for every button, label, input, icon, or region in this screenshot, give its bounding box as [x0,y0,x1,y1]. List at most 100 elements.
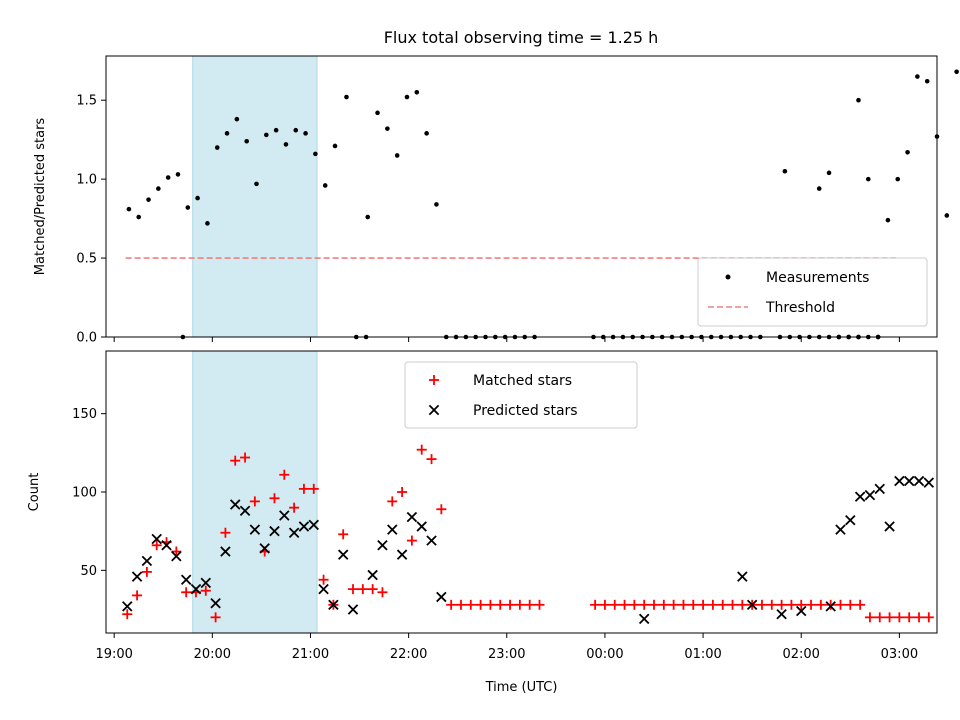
predicted-star-point [825,601,836,612]
measurement-point [424,131,429,136]
matched-star-point [835,599,846,610]
predicted-star-point [367,569,378,581]
matched-star-point [220,527,231,538]
matched-star-point [825,599,836,610]
matched-star-point [416,444,427,455]
predicted-star-point [835,524,846,535]
matched-star-point [181,587,192,598]
measurement-point [293,127,299,133]
measurement-point [954,69,959,75]
top-plot: 0.0 0.5 1.0 1.5 Matched/Predicted stars Mea… [33,55,959,346]
matched-star-point [465,599,476,610]
predicted-star-point [347,604,359,615]
matched-star-point [698,599,709,610]
matched-star-point [904,612,915,623]
measurement-point [156,186,161,191]
predicted-star-point [903,475,915,487]
predicted-star-point [894,475,905,487]
measurement-point [146,197,151,202]
measurement-point [126,206,132,212]
matched-star-point [884,612,895,623]
predicted-star-point [377,540,388,551]
predicted-star-point [180,574,192,585]
predicted-star-point [259,543,270,554]
predicted-star-point [151,533,162,545]
bottom-y-tick-label: 100 [72,486,97,501]
matched-star-point [387,496,398,507]
measurement-point [414,90,420,95]
measurement-point [394,153,400,158]
top-y-tick-label: 0.5 [76,252,97,267]
measurement-point [244,138,249,144]
matched-star-point [495,599,506,610]
x-tick-label: 20:00 [194,647,231,662]
matched-star-point [855,599,866,610]
measurement-point [385,126,390,131]
predicted-star-point [638,613,650,625]
measurement-point [254,181,259,187]
matched-star-point [279,469,290,480]
matched-star-point [864,612,875,623]
predicted-star-point [387,524,398,535]
measurement-point [214,145,220,150]
legend-matched-label: Matched stars [473,373,572,389]
predicted-star-point [249,524,261,535]
measurement-point [375,110,380,116]
predicted-star-point [131,571,143,582]
matched-star-point [894,612,905,623]
matched-star-point [514,599,525,610]
matched-star-point [639,599,650,610]
measurement-point [303,131,308,136]
bottom-plot: 50 100 150 19:00 20:00 21:00 22:00 23:00 00:00 0… [27,350,938,695]
top-plot-frame [105,55,938,338]
matched-star-point [240,452,251,463]
top-y-tick-label: 1.0 [76,173,97,188]
measurement-point [826,170,832,176]
predicted-star-point [141,555,153,567]
x-tick-label: 22:00 [390,647,427,662]
matched-star-point [210,612,221,623]
matched-star-point [874,612,885,623]
matched-star-point [249,496,260,507]
measurement-point [283,142,289,147]
measurement-point [322,183,328,188]
matched-star-point [338,529,349,540]
measurement-point [915,74,920,79]
predicted-star-point [406,511,418,523]
measurement-point [885,217,891,223]
measurement-point [856,97,861,103]
matched-star-point [298,483,309,494]
matched-star-point [200,585,211,596]
predicted-star-point [396,549,408,560]
matched-star-point [688,599,699,610]
legend-predicted-marker [428,404,440,416]
predicted-star-point [279,510,290,521]
measurement-point [273,127,279,133]
predicted-star-point [436,591,447,603]
matched-star-point [132,590,143,601]
matched-star-point [308,483,319,494]
predicted-star-point [426,535,437,546]
top-legend: Measurements Threshold [697,257,928,327]
x-tick-label: 00:00 [586,647,623,662]
matched-star-point [377,587,388,598]
matched-star-point [609,599,620,610]
matched-star-point [806,599,817,610]
predicted-star-point [337,549,349,560]
measurement-point [404,94,410,100]
predicted-star-point [200,577,212,589]
measurement-point [136,214,142,220]
predicted-star-point [328,599,339,611]
matched-star-point [727,599,738,610]
matched-star-point [619,599,630,610]
legend-measurements-marker [725,274,731,280]
predicted-star-point [795,605,807,617]
measurement-point [185,205,191,210]
matched-star-point [668,599,679,610]
predicted-star-point [884,521,895,532]
matched-star-point [796,599,807,610]
matched-star-point [406,535,417,546]
legend-threshold-label: Threshold [765,300,835,316]
bottom-legend: Matched stars Predicted stars [404,361,638,429]
measurement-point [344,94,349,100]
